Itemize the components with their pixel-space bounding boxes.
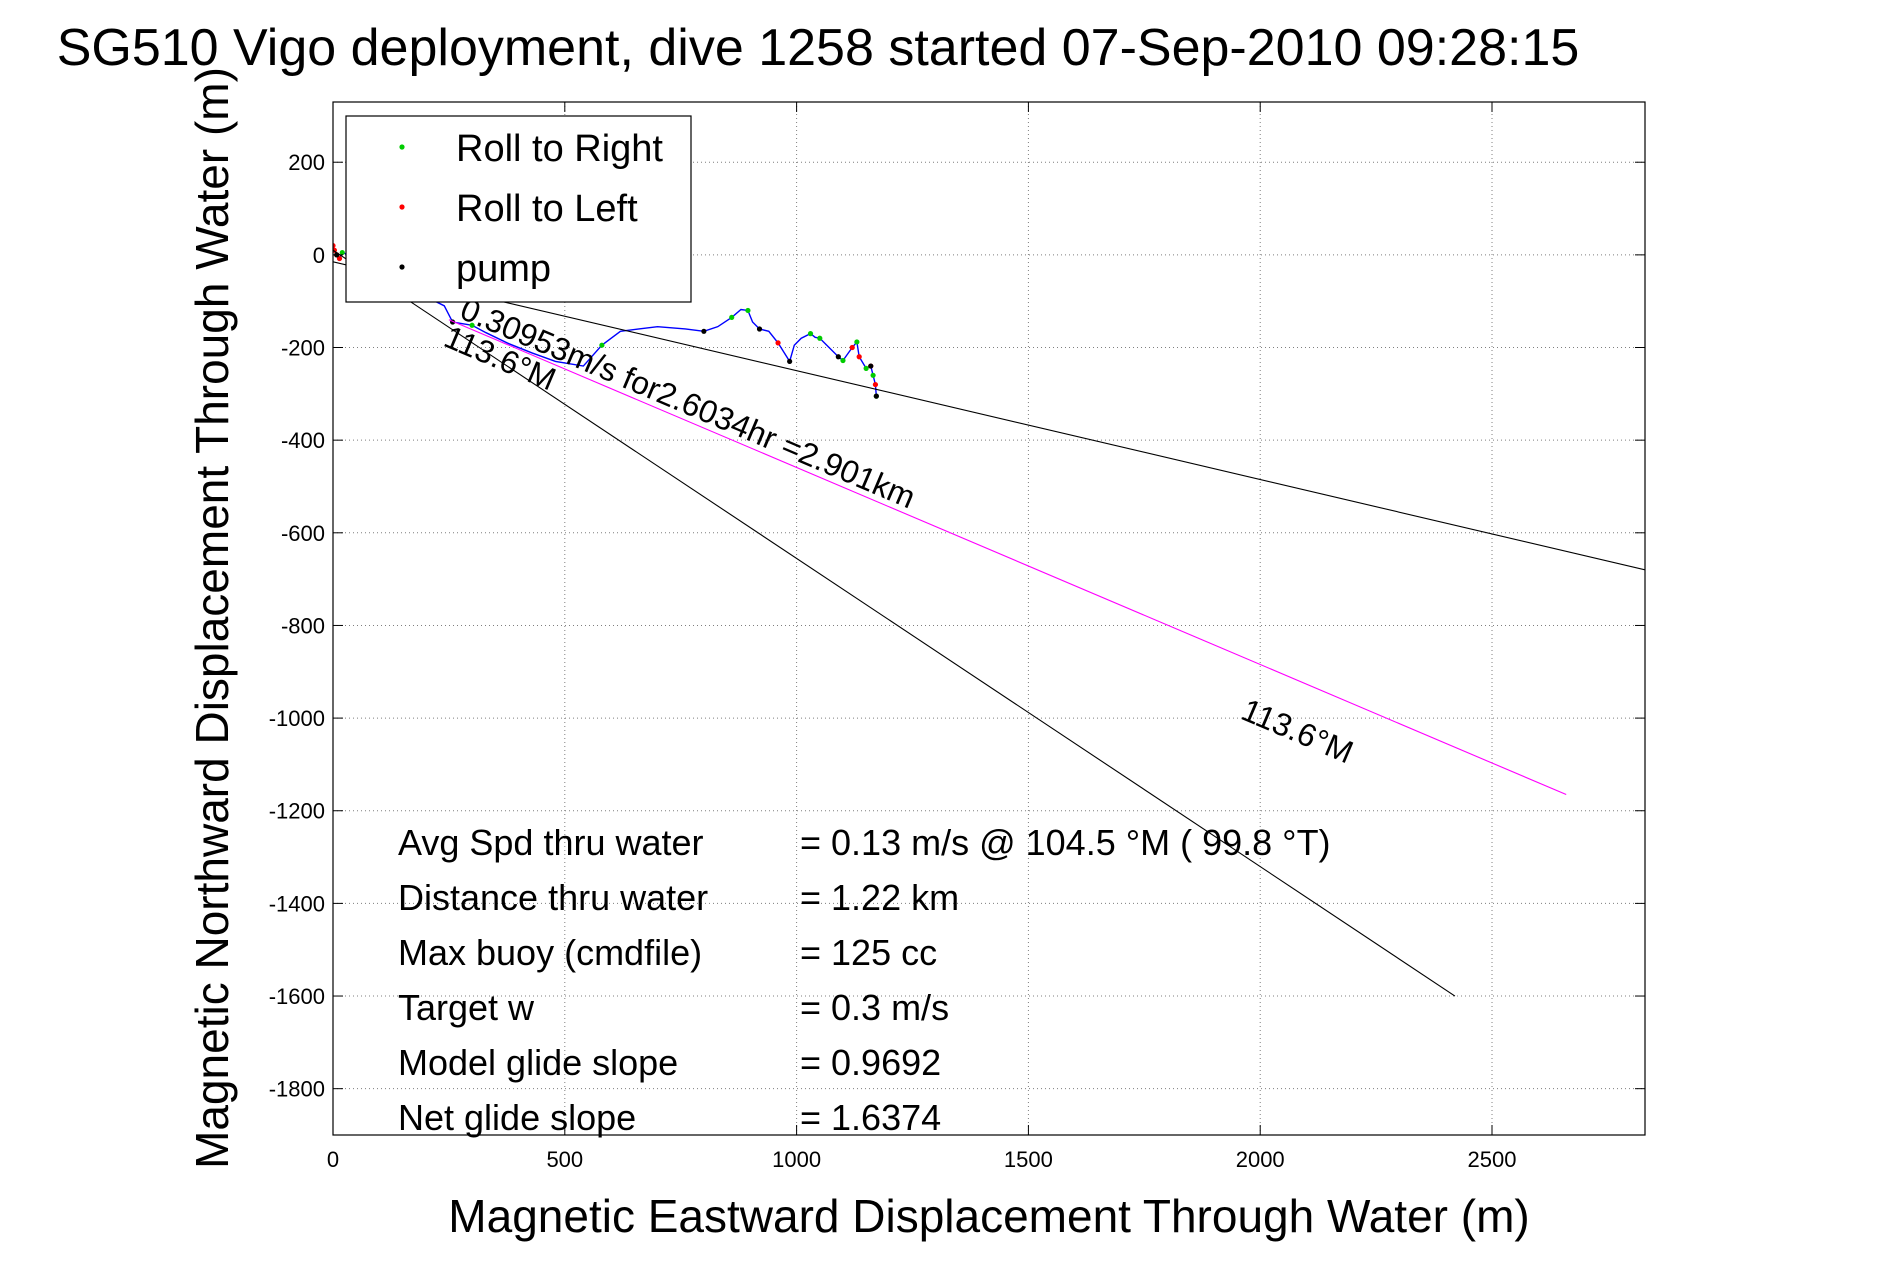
y-tick-label: -1200 bbox=[269, 799, 325, 824]
stat-value: = 0.9692 bbox=[800, 1042, 941, 1083]
data-point bbox=[856, 354, 862, 360]
data-point bbox=[756, 326, 763, 332]
data-point bbox=[775, 340, 781, 346]
data-point bbox=[339, 249, 345, 256]
x-axis-label: Magnetic Eastward Displacement Through W… bbox=[448, 1190, 1529, 1242]
data-point bbox=[336, 255, 343, 262]
data-point bbox=[469, 322, 475, 328]
y-tick-label: -1400 bbox=[269, 891, 325, 916]
data-point bbox=[870, 372, 876, 378]
x-tick-label: 500 bbox=[546, 1147, 583, 1172]
data-point bbox=[863, 365, 869, 371]
stat-label: Max buoy (cmdfile) bbox=[398, 932, 702, 973]
data-point bbox=[840, 357, 846, 364]
x-tick-label: 2500 bbox=[1468, 1147, 1517, 1172]
plot-frame bbox=[332, 101, 1646, 1136]
stat-value: = 1.22 km bbox=[800, 877, 959, 918]
x-tick-label: 2000 bbox=[1236, 1147, 1285, 1172]
y-tick-label: -200 bbox=[281, 336, 325, 361]
data-point bbox=[729, 314, 735, 321]
data-point bbox=[873, 393, 879, 399]
data-point bbox=[333, 243, 336, 249]
stat-label: Model glide slope bbox=[398, 1042, 678, 1083]
legend-marker bbox=[399, 204, 405, 210]
y-tick-label: -1800 bbox=[269, 1077, 325, 1102]
data-point bbox=[599, 342, 605, 348]
legend: Roll to Right Roll to Left pump bbox=[345, 115, 692, 303]
reference-line bbox=[333, 249, 1456, 997]
y-tick-label: -1000 bbox=[269, 706, 325, 731]
legend-marker bbox=[399, 144, 405, 150]
data-point bbox=[787, 358, 793, 365]
stat-value: = 0.13 m/s @ 104.5 °M ( 99.8 °T) bbox=[800, 822, 1331, 863]
stat-label: Avg Spd thru water bbox=[398, 822, 704, 863]
plot-content bbox=[333, 243, 1645, 997]
data-point bbox=[849, 344, 855, 351]
stat-value: = 1.6374 bbox=[800, 1097, 941, 1138]
data-point bbox=[868, 363, 874, 369]
reference-line bbox=[333, 261, 1645, 571]
data-point bbox=[701, 328, 707, 334]
legend-entries: Roll to Right Roll to Left pump bbox=[399, 128, 663, 290]
y-tick-label: -600 bbox=[281, 521, 325, 546]
legend-label: Roll to Right bbox=[456, 128, 663, 170]
x-tick-label: 1500 bbox=[1004, 1147, 1053, 1172]
stat-label: Net glide slope bbox=[398, 1097, 636, 1138]
stat-label: Distance thru water bbox=[398, 877, 708, 918]
y-tick-label: 0 bbox=[313, 243, 325, 268]
data-point bbox=[745, 307, 751, 314]
data-point bbox=[854, 339, 860, 345]
grid bbox=[332, 102, 1645, 1135]
axis-ticks: 0 500 1000 1500 2000 25002000-200-400-600-800… bbox=[269, 102, 1645, 1172]
y-tick-label: 200 bbox=[288, 150, 325, 175]
data-point bbox=[872, 381, 879, 388]
chart-title: SG510 Vigo deployment, dive 1258 started… bbox=[57, 19, 1580, 77]
x-tick-label: 0 bbox=[327, 1147, 339, 1172]
legend-label: pump bbox=[456, 248, 551, 290]
legend-marker bbox=[399, 264, 405, 270]
stat-label: Target w bbox=[398, 987, 535, 1028]
y-axis-label: Magnetic Northward Displacement Through … bbox=[186, 67, 238, 1169]
y-tick-label: -400 bbox=[281, 428, 325, 453]
data-point bbox=[807, 331, 814, 337]
data-point bbox=[835, 354, 841, 360]
heading-line bbox=[448, 319, 1567, 796]
y-tick-label: -800 bbox=[281, 613, 325, 638]
data-point bbox=[817, 335, 823, 341]
stats-block: Avg Spd thru water = 0.13 m/s @ 104.5 °M … bbox=[398, 822, 1331, 1138]
x-tick-label: 1000 bbox=[772, 1147, 821, 1172]
y-tick-label: -1600 bbox=[269, 984, 325, 1009]
stat-value: = 0.3 m/s bbox=[800, 987, 949, 1028]
legend-label: Roll to Left bbox=[456, 188, 638, 230]
stat-value: = 125 cc bbox=[800, 932, 937, 973]
